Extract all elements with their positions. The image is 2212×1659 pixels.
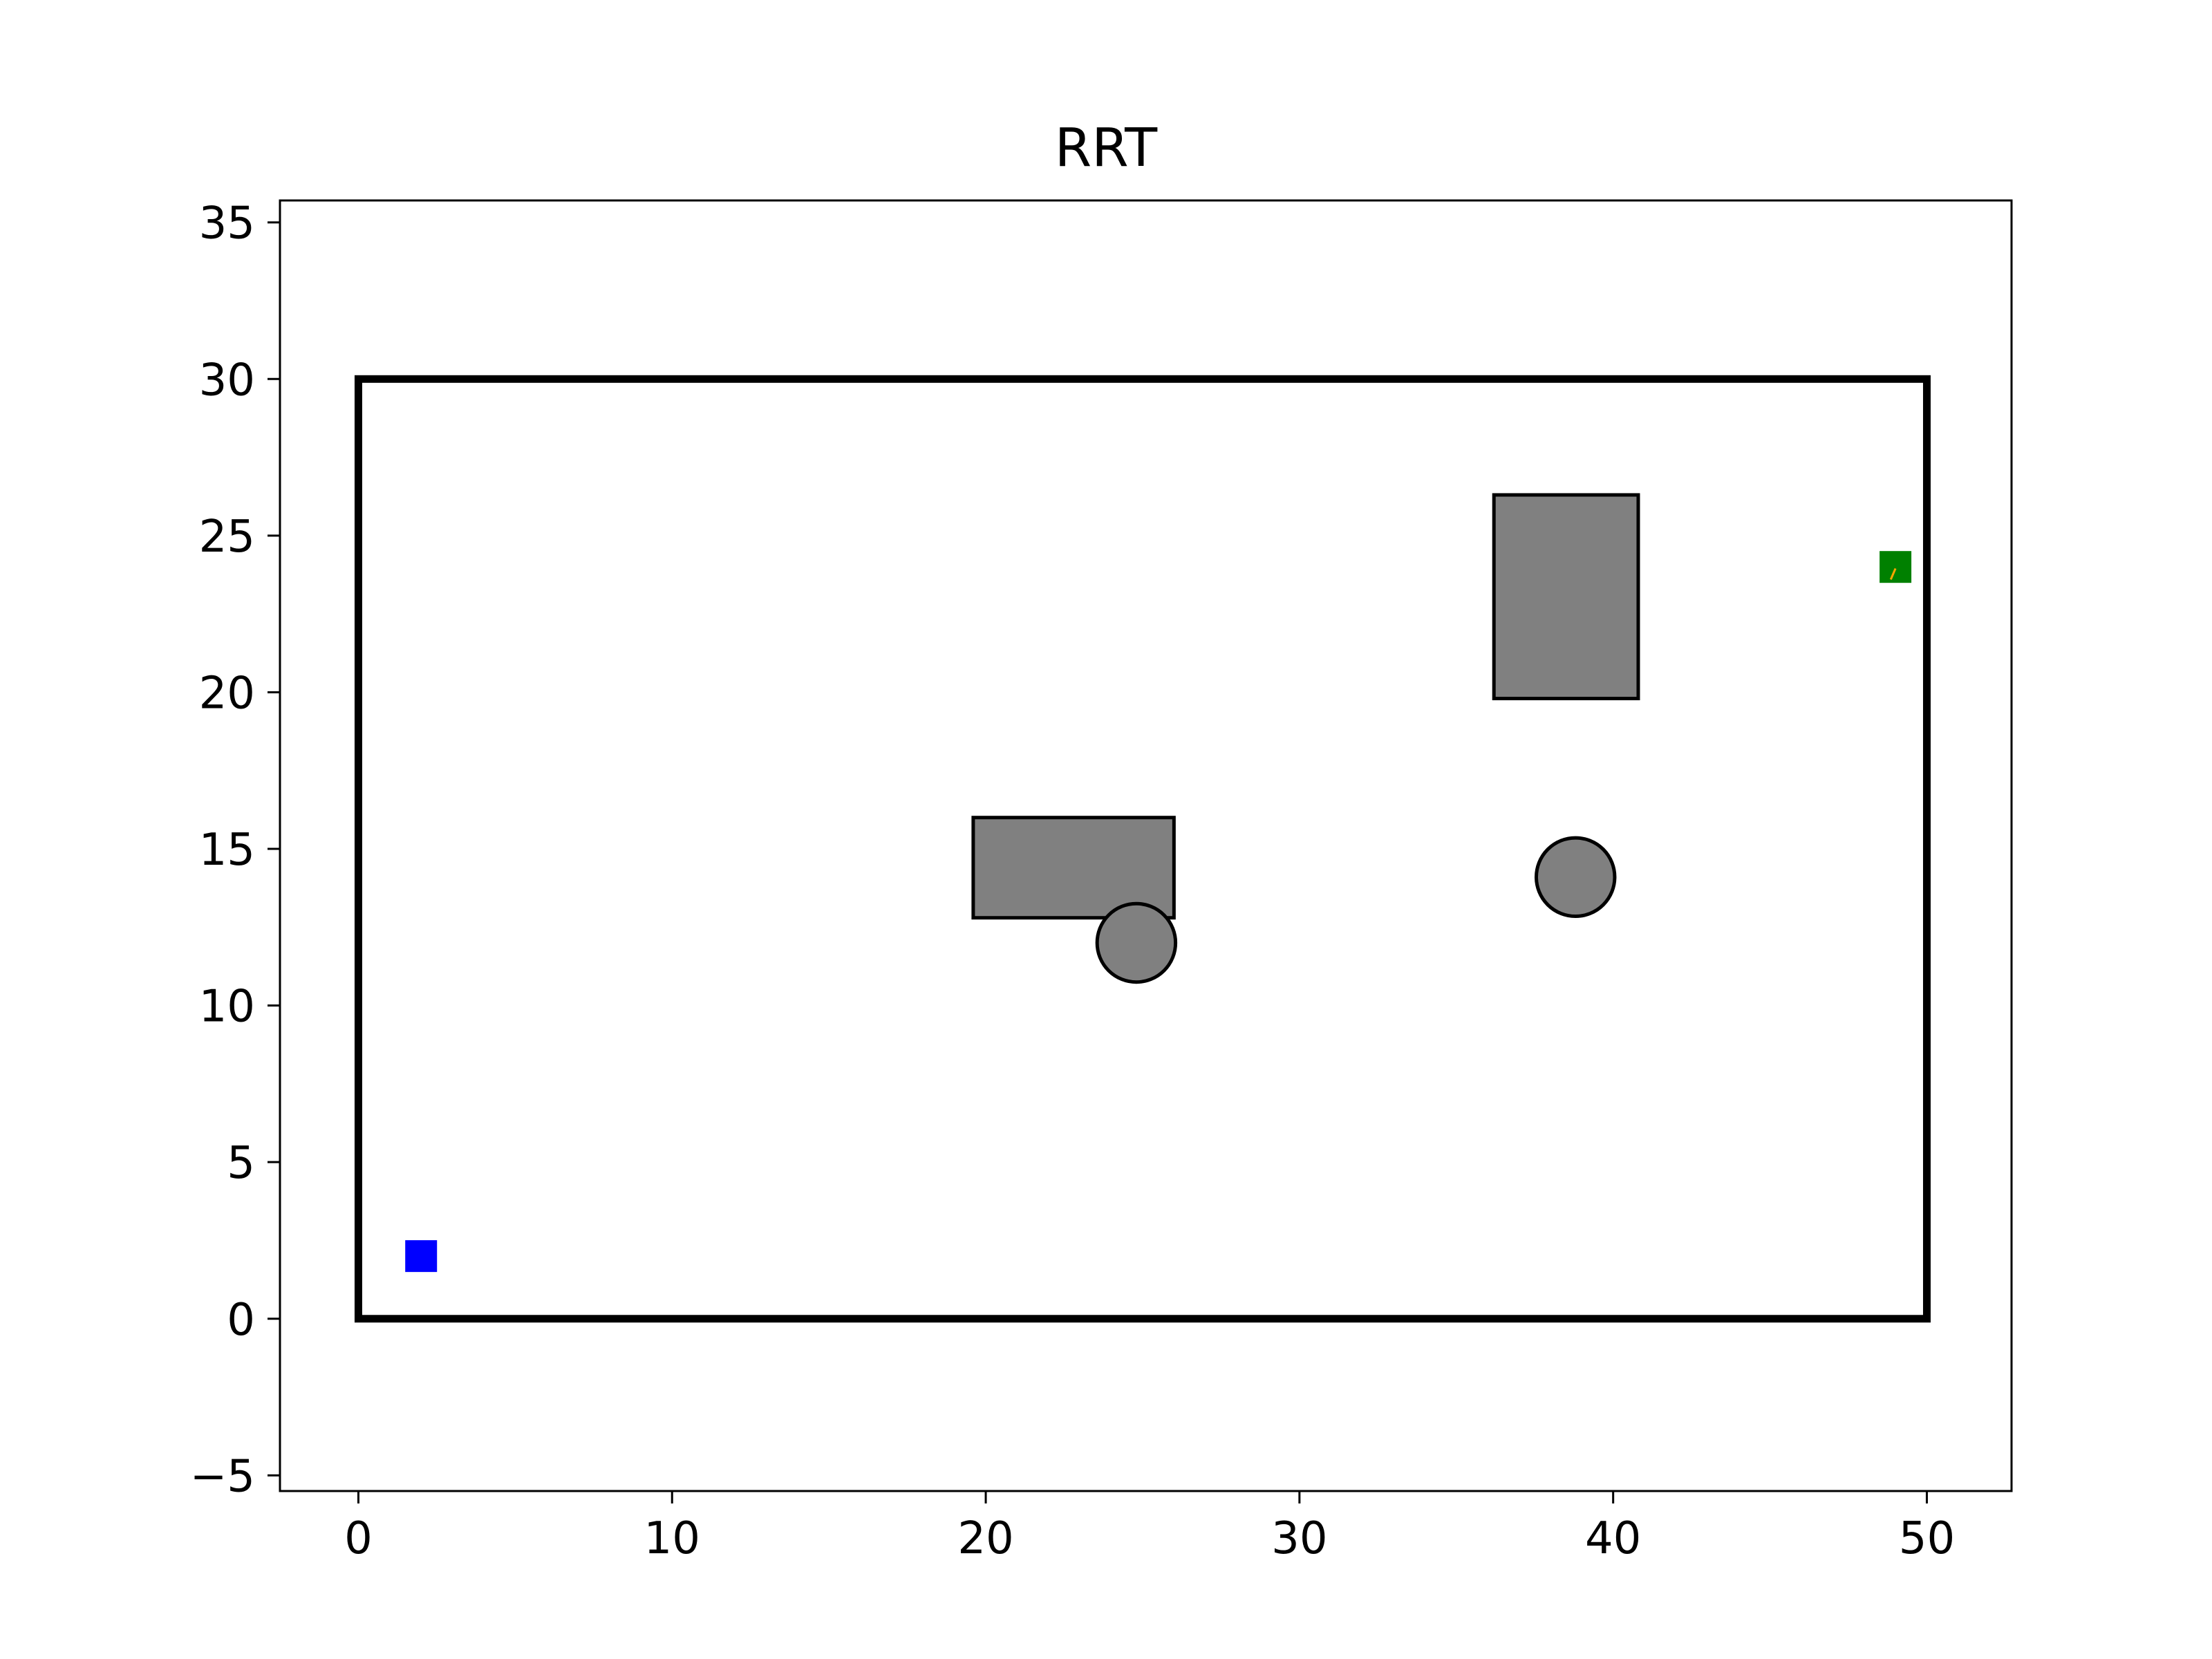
obstacle-circle-2 xyxy=(1534,836,1617,919)
y-tick-label: 0 xyxy=(227,1295,255,1346)
y-tick-label: 30 xyxy=(199,355,255,406)
y-tick-label: 35 xyxy=(199,198,255,250)
y-tick-label: 5 xyxy=(227,1138,255,1189)
path-segment xyxy=(1889,568,1897,580)
goal-point xyxy=(1880,551,1912,583)
x-tick-label: 20 xyxy=(957,1513,1013,1564)
x-tick-label: 40 xyxy=(1585,1513,1641,1564)
y-tick-label: 15 xyxy=(199,825,255,876)
y-tick-label: 20 xyxy=(199,668,255,719)
axes-frame xyxy=(279,199,2013,1492)
start-point xyxy=(405,1240,438,1273)
obstacle-rect-1 xyxy=(971,816,1176,920)
x-tick-label: 0 xyxy=(344,1513,373,1564)
environment-boundary xyxy=(354,375,1931,1323)
y-tick-label: 25 xyxy=(199,512,255,563)
x-tick-label: 30 xyxy=(1271,1513,1327,1564)
plot-area xyxy=(354,375,1931,1323)
y-tick-label: 10 xyxy=(199,982,255,1033)
obstacle-circle-1 xyxy=(1095,901,1178,984)
axes: 0 10 20 30 40 50 −5 0 5 10 15 20 25 30 35 xyxy=(190,198,2013,1564)
x-tick-label: 50 xyxy=(1899,1513,1955,1564)
y-tick-label: −5 xyxy=(190,1451,255,1502)
obstacle-rect-2 xyxy=(1492,493,1640,701)
chart-title: RRT xyxy=(1055,118,1158,179)
x-tick-label: 10 xyxy=(644,1513,700,1564)
